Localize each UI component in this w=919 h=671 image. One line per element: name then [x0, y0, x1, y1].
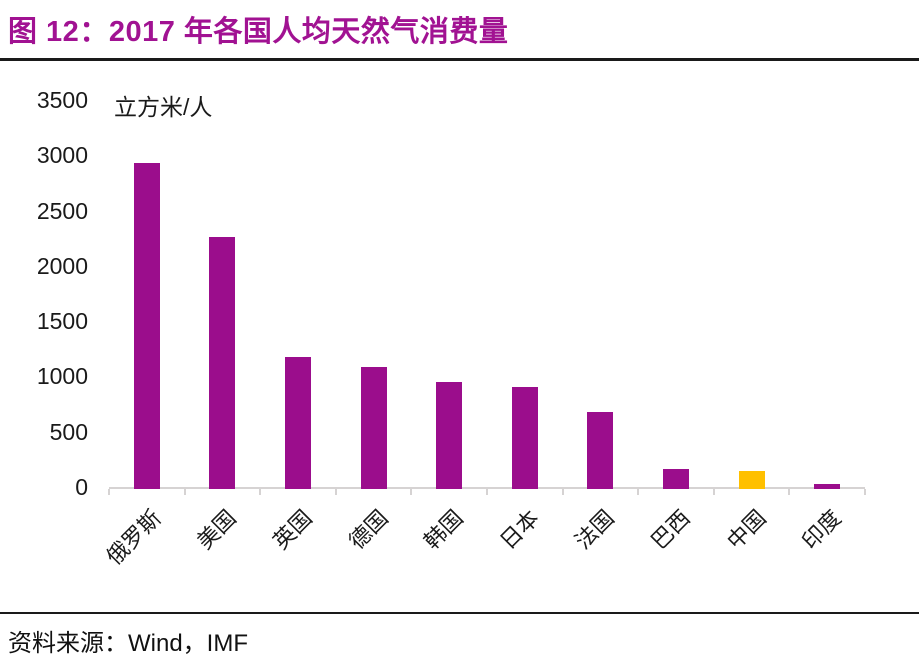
- x-axis-tick: [637, 489, 640, 495]
- y-tick-label: 0: [75, 474, 88, 500]
- x-axis-tick: [561, 489, 564, 495]
- footer-divider: [0, 612, 919, 614]
- y-axis-unit-label: 立方米/人: [114, 94, 213, 120]
- title-divider: [0, 58, 919, 61]
- x-category-label-france: 法国: [570, 505, 620, 555]
- x-axis-tick: [788, 489, 791, 495]
- x-axis-line: [109, 487, 865, 489]
- x-category-label-russia: 俄罗斯: [101, 505, 166, 570]
- y-tick-label: 3500: [36, 86, 88, 113]
- x-category-label-brazil: 巴西: [646, 505, 695, 555]
- x-axis-tick: [712, 489, 715, 495]
- x-category-label-germany: 德国: [343, 505, 393, 555]
- bar-south-korea: [436, 382, 462, 489]
- y-tick-label: 3000: [36, 142, 88, 169]
- y-tick-label: 1500: [36, 308, 88, 335]
- source-note: 资料来源：Wind，IMF: [8, 630, 248, 657]
- x-category-label-south-korea: 韩国: [419, 505, 469, 555]
- bar-germany: [361, 367, 387, 489]
- x-category-label-india: 印度: [797, 505, 847, 555]
- bar-india: [814, 484, 840, 489]
- bar-russia: [134, 163, 160, 489]
- figure-title: 图 12：2017 年各国人均天然气消费量: [8, 16, 509, 48]
- y-tick-label: 2500: [36, 197, 88, 224]
- x-category-label-china: 中国: [721, 505, 771, 555]
- x-axis-tick: [259, 489, 262, 495]
- bar-usa: [209, 237, 235, 489]
- bar-brazil: [663, 469, 689, 489]
- bar-china: [739, 471, 765, 489]
- x-axis-tick: [864, 489, 866, 495]
- x-category-label-japan: 日本: [494, 505, 544, 555]
- y-tick-label: 500: [49, 418, 88, 445]
- bar-japan: [512, 387, 538, 489]
- x-axis-tick: [486, 489, 488, 495]
- bar-france: [587, 412, 613, 489]
- x-category-label-usa: 美国: [192, 505, 242, 555]
- bar-uk: [285, 357, 311, 489]
- x-axis-tick: [410, 489, 413, 495]
- y-tick-label: 1000: [36, 363, 88, 390]
- x-category-label-uk: 英国: [268, 505, 317, 555]
- x-axis-tick: [108, 489, 110, 495]
- x-axis-tick: [183, 489, 186, 495]
- x-axis-tick: [334, 489, 337, 495]
- y-tick-label: 2000: [36, 252, 88, 279]
- bar-chart: 立方米/人 0 500 1000 1500 2000 2500 3000 3500 俄罗斯 美国…: [36, 86, 866, 570]
